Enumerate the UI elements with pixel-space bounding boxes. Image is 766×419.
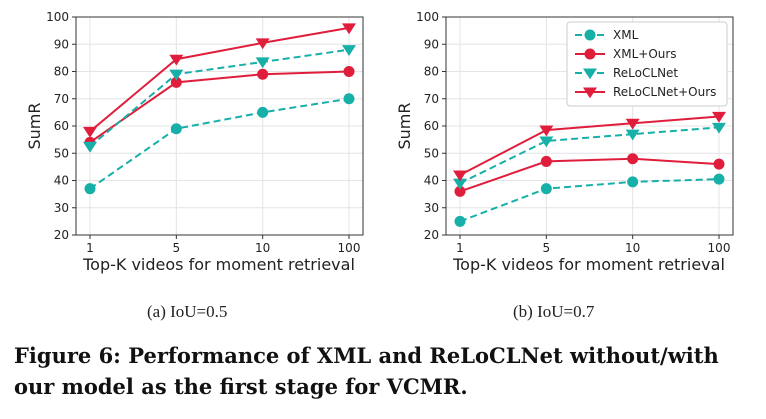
data-point (454, 185, 466, 197)
series-xml (84, 93, 355, 195)
series-line (89, 97, 350, 190)
data-point (169, 54, 184, 66)
series-xml-ours (454, 153, 725, 197)
series-reloclnet (453, 122, 726, 190)
data-point (627, 153, 639, 165)
series-xml-ours (84, 66, 355, 148)
data-point (169, 69, 184, 81)
data-point (257, 106, 269, 118)
data-point (539, 125, 554, 137)
x-tick-label: 1 (456, 241, 464, 255)
data-point (170, 123, 182, 135)
data-point (343, 66, 355, 77)
y-tick-label: 80 (54, 65, 69, 79)
y-tick-label: 80 (424, 65, 439, 79)
data-point (713, 173, 725, 185)
legend: XML XML+Ours ReLoCLNet ReLoCLNet+Ours (566, 21, 728, 107)
data-point (255, 38, 270, 50)
data-point (712, 111, 726, 123)
data-point (343, 93, 355, 105)
x-tick-label: 1 (86, 241, 94, 255)
series-xml (454, 173, 725, 227)
data-point (539, 136, 554, 148)
legend-marker (584, 29, 596, 41)
legend-label: XML (613, 28, 639, 42)
data-point (712, 122, 726, 134)
data-point (83, 126, 97, 138)
y-tick-label: 30 (424, 201, 439, 215)
data-point (454, 215, 466, 227)
legend-box (566, 21, 728, 107)
series-line (459, 178, 720, 223)
series-line (459, 126, 720, 185)
series-line (89, 48, 350, 148)
data-point (713, 158, 725, 170)
data-point (453, 178, 467, 190)
y-tick-label: 70 (54, 92, 69, 106)
y-tick-label: 90 (424, 37, 439, 51)
y-tick-label: 60 (54, 119, 69, 133)
y-tick-label: 30 (54, 201, 69, 215)
subcaption-b: (b) IoU=0.7 (513, 302, 595, 321)
series-line (459, 157, 720, 193)
data-point (540, 155, 552, 167)
figure-caption: Figure 6: Performance of XML and ReLoCLN… (14, 343, 719, 399)
y-tick-label: 100 (416, 10, 439, 24)
series-line (459, 115, 720, 176)
x-tick-label: 100 (708, 241, 731, 255)
x-tick-label: 5 (543, 241, 551, 255)
x-axis-label: Top-K videos for moment retrieval (82, 255, 355, 274)
legend-marker (583, 87, 597, 99)
y-tick-label: 100 (46, 10, 69, 24)
data-point (625, 129, 640, 141)
data-point (627, 176, 639, 188)
y-tick-label: 60 (424, 119, 439, 133)
data-point (342, 23, 356, 35)
data-point (540, 183, 552, 195)
data-point (625, 118, 640, 130)
y-tick-label: 50 (424, 146, 439, 160)
data-point (84, 183, 96, 195)
data-point (342, 45, 356, 56)
y-axis-label: SumR (395, 103, 414, 150)
data-point (170, 76, 182, 88)
series-line (89, 26, 350, 133)
legend-label: ReLoCLNet (613, 66, 678, 80)
data-point (83, 141, 97, 153)
series-reloclnet (83, 45, 356, 153)
y-tick-label: 40 (424, 174, 439, 188)
y-tick-label: 20 (54, 228, 69, 242)
legend-label: ReLoCLNet+Ours (613, 85, 716, 99)
y-tick-label: 70 (424, 92, 439, 106)
y-tick-label: 50 (54, 146, 69, 160)
x-tick-label: 5 (173, 241, 181, 255)
y-tick-label: 20 (424, 228, 439, 242)
subcaption-a: (a) IoU=0.5 (147, 302, 228, 321)
y-tick-label: 40 (54, 174, 69, 188)
data-point (257, 68, 269, 80)
x-tick-label: 100 (338, 241, 361, 255)
x-axis-label: Top-K videos for moment retrieval (452, 255, 725, 274)
x-tick-label: 10 (625, 241, 640, 255)
data-point (255, 57, 270, 69)
series-line (89, 70, 350, 144)
y-tick-label: 90 (54, 37, 69, 51)
legend-marker (583, 68, 597, 80)
x-tick-label: 10 (255, 241, 270, 255)
y-axis-label: SumR (25, 103, 44, 150)
legend-marker (584, 48, 596, 60)
data-point (453, 170, 467, 182)
series-reloclnet-ours (83, 23, 356, 138)
series-reloclnet-ours (453, 111, 726, 182)
legend-label: XML+Ours (613, 47, 677, 61)
